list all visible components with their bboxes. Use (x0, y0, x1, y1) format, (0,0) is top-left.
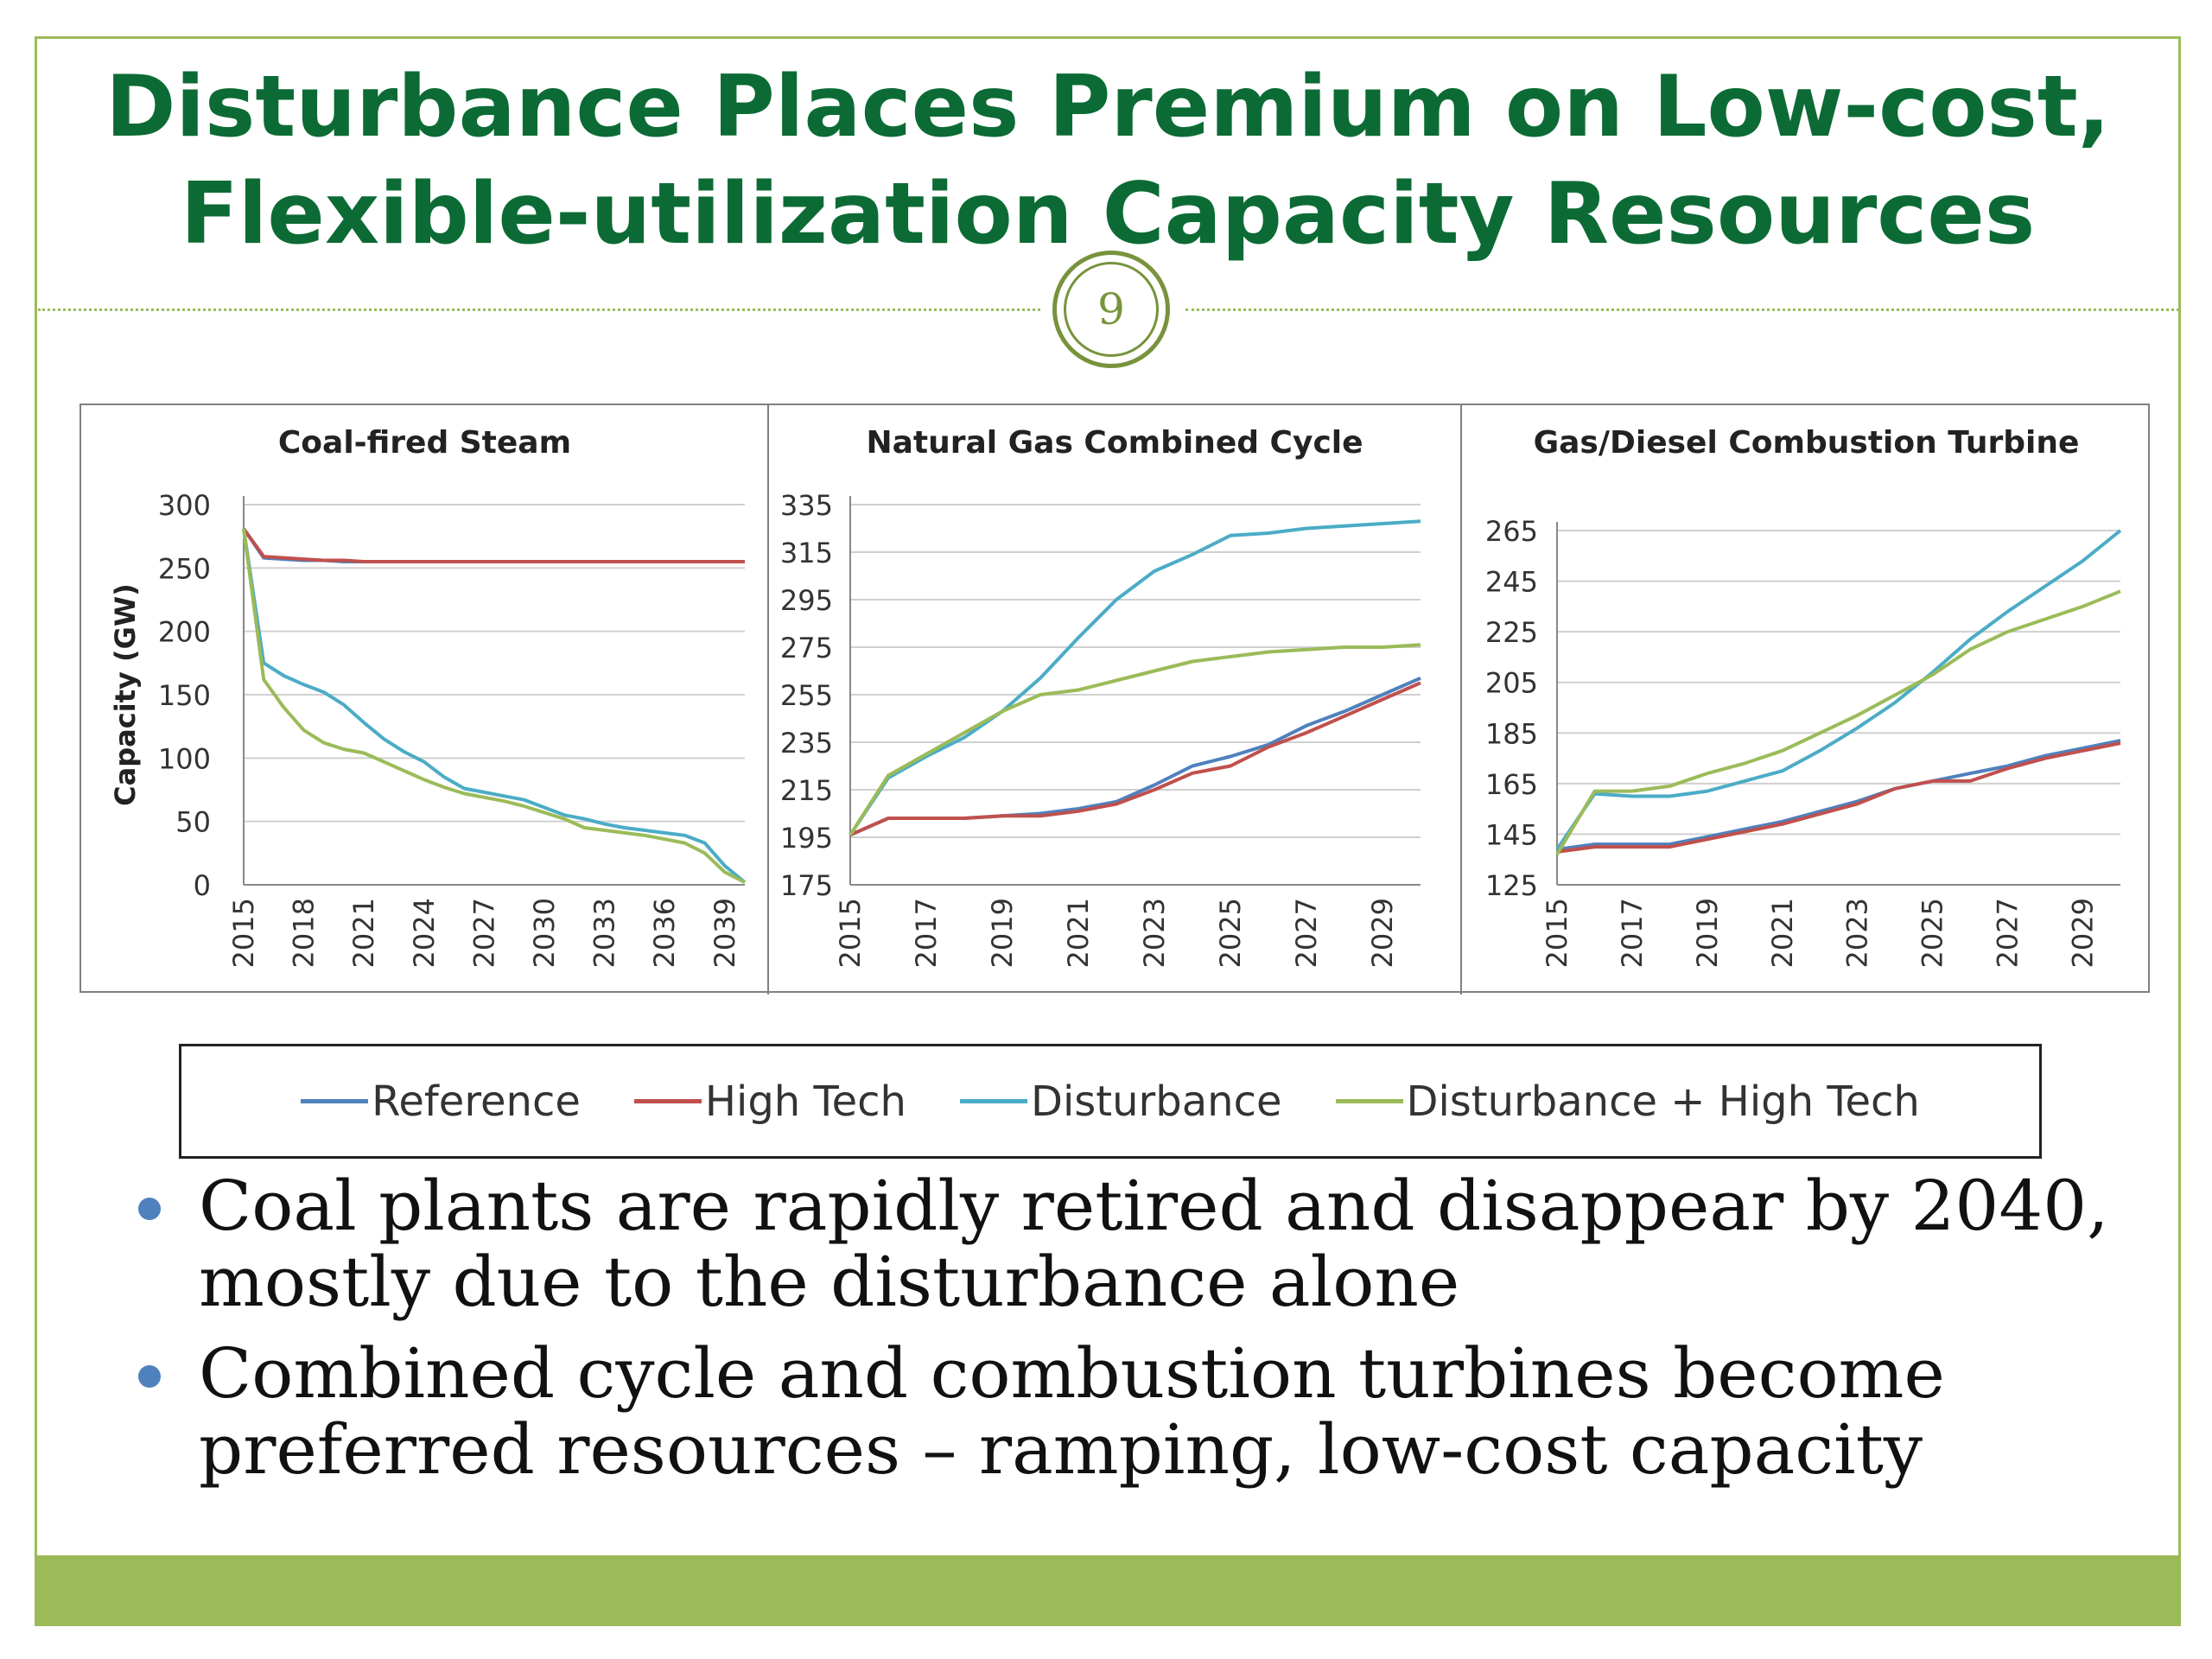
x-tick-label: 2021 (1766, 898, 1799, 968)
chart-title: Natural Gas Combined Cycle (866, 425, 1363, 461)
x-tick-label: 2021 (1062, 898, 1095, 968)
slide-title-line-2: Flexible-utilization Capacity Resources (180, 165, 2036, 264)
y-tick-label: 195 (780, 822, 833, 855)
legend-entry: Disturbance (959, 1077, 1282, 1126)
series-line-reference (849, 676, 1421, 837)
y-tick-label: 255 (780, 679, 833, 712)
legend-entry: Disturbance + High Tech (1335, 1077, 1920, 1126)
x-tick-label: 2015 (834, 898, 867, 968)
y-tick-label: 205 (1485, 667, 1538, 700)
x-tick-label: 2029 (2067, 898, 2100, 968)
slide-title-line-1: Disturbance Places Premium on Low-cost, (105, 58, 2110, 156)
chart-title: Gas/Diesel Combustion Turbine (1534, 425, 2080, 461)
y-tick-label: 275 (780, 632, 833, 664)
charts-panel: Coal-fired Steam 0 50 100 150 200 250 300 2015 20… (79, 404, 2150, 995)
y-tick-label: 215 (780, 774, 833, 807)
y-tick-label: 295 (780, 584, 833, 617)
x-tick-label: 2027 (1992, 898, 2024, 968)
y-tick-label: 250 (158, 552, 211, 585)
x-tick-label: 2023 (1841, 898, 1874, 968)
x-tick-label: 2015 (227, 898, 260, 968)
bullet-item: Combined cycle and combustion turbines b… (130, 1336, 2117, 1488)
y-tick-label: 125 (1485, 869, 1538, 902)
bullet-text: Combined cycle and combustion turbines b… (199, 1333, 1945, 1490)
series-line-disturbance (1555, 529, 2122, 851)
y-tick-label: 200 (158, 616, 211, 649)
x-tick-label: 2025 (1214, 898, 1247, 968)
chart-title: Coal-fired Steam (278, 425, 571, 461)
title-divider-right (1185, 308, 2179, 311)
chart-legend: Reference High Tech Disturbance Disturbance… (179, 1044, 2042, 1159)
y-tick-label: 235 (780, 727, 833, 760)
x-tick-label: 2030 (528, 898, 561, 968)
x-tick-label: 2029 (1366, 898, 1399, 968)
x-tick-label: 2027 (1290, 898, 1323, 968)
y-tick-label: 150 (158, 679, 211, 712)
legend-swatch (1335, 1099, 1403, 1103)
x-tick-label: 2033 (588, 898, 621, 968)
series-line-high-tech (849, 681, 1421, 837)
x-tick-label: 2023 (1138, 898, 1171, 968)
y-tick-label: 300 (158, 489, 211, 522)
x-tick-label: 2017 (910, 898, 943, 968)
bullet-dot-icon (138, 1198, 161, 1220)
legend-label: Reference (372, 1077, 581, 1126)
charts-svg: Coal-fired Steam 0 50 100 150 200 250 300 2015 20… (109, 405, 2122, 995)
slide-title: Disturbance Places Premium on Low-cost, … (35, 54, 2181, 268)
y-tick-label: 0 (194, 869, 211, 902)
legend-label: Disturbance + High Tech (1406, 1077, 1920, 1126)
series-line-high-tech (242, 527, 745, 563)
x-tick-label: 2024 (408, 898, 441, 968)
x-tick-label: 2021 (347, 898, 380, 968)
series-line-reference (1556, 739, 2121, 851)
y-tick-label: 100 (158, 742, 211, 775)
y-tick-label: 165 (1485, 768, 1538, 801)
series-line-high-tech (1556, 741, 2121, 854)
y-tick-label: 335 (780, 489, 833, 522)
x-tick-label: 2025 (1916, 898, 1949, 968)
series-line-disturbance (242, 528, 747, 884)
series-line-disturbance-high-tech (849, 643, 1421, 836)
series-line-disturbance-high-tech (1555, 589, 2121, 855)
x-tick-label: 2019 (986, 898, 1019, 968)
x-tick-label: 2036 (648, 898, 681, 968)
bullet-list: Coal plants are rapidly retired and disa… (130, 1168, 2117, 1503)
bullet-dot-icon (138, 1365, 161, 1388)
legend-entry: High Tech (633, 1077, 906, 1126)
legend-entry: Reference (301, 1077, 581, 1126)
series-line-reference (242, 527, 745, 563)
y-tick-label: 145 (1485, 818, 1538, 851)
page-number: 9 (1064, 262, 1159, 357)
y-tick-label: 265 (1485, 515, 1538, 548)
series-line-disturbance-high-tech (242, 528, 746, 884)
y-tick-label: 50 (175, 806, 211, 839)
x-tick-label: 2039 (709, 898, 741, 968)
x-tick-label: 2015 (1541, 898, 1573, 968)
series-line-disturbance (849, 519, 1421, 836)
y-tick-label: 225 (1485, 616, 1538, 649)
x-tick-label: 2019 (1691, 898, 1724, 968)
x-tick-label: 2018 (288, 898, 321, 968)
footer-band (35, 1555, 2181, 1626)
legend-label: Disturbance (1030, 1077, 1282, 1126)
legend-label: High Tech (704, 1077, 906, 1126)
x-tick-label: 2027 (467, 898, 500, 968)
page-number-badge: 9 (1052, 251, 1170, 368)
x-tick-label: 2017 (1616, 898, 1649, 968)
title-divider-left (38, 308, 1040, 311)
y-tick-label: 315 (780, 537, 833, 569)
legend-swatch (959, 1099, 1027, 1103)
legend-swatch (633, 1099, 702, 1103)
bullet-text: Coal plants are rapidly retired and disa… (199, 1166, 2109, 1322)
bullet-item: Coal plants are rapidly retired and disa… (130, 1168, 2117, 1320)
y-axis-label: Capacity (GW) (109, 583, 142, 806)
y-tick-label: 245 (1485, 566, 1538, 599)
y-tick-label: 185 (1485, 717, 1538, 750)
y-tick-label: 175 (780, 869, 833, 902)
legend-swatch (301, 1099, 369, 1103)
